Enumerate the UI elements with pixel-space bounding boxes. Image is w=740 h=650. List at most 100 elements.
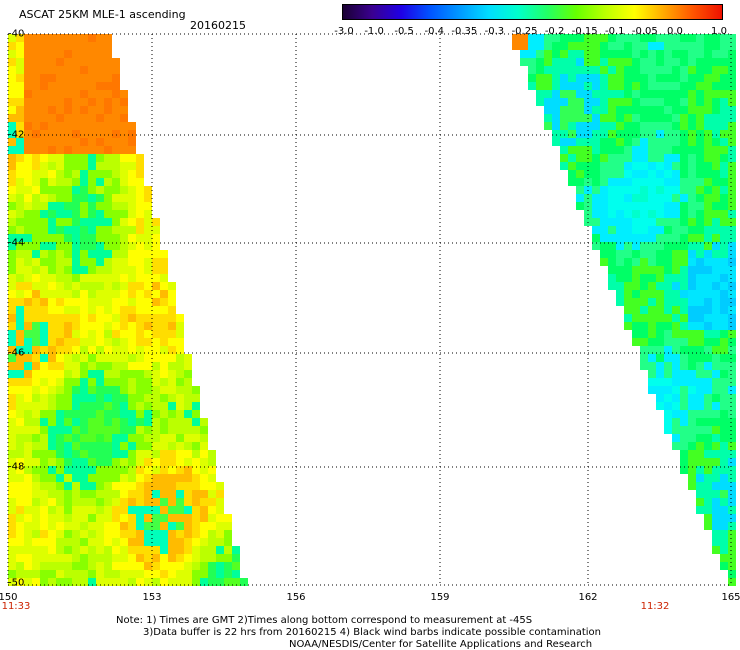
data-cell	[168, 290, 176, 298]
data-cell	[72, 226, 80, 234]
data-cell	[72, 234, 80, 242]
data-cell	[24, 578, 32, 586]
data-cell	[128, 418, 136, 426]
data-cell	[88, 306, 96, 314]
data-cell	[168, 554, 176, 562]
data-cell	[728, 218, 736, 226]
data-cell	[88, 42, 96, 50]
data-cell	[96, 450, 104, 458]
data-cell	[80, 250, 88, 258]
data-cell	[632, 74, 640, 82]
data-cell	[704, 226, 712, 234]
data-cell	[48, 442, 56, 450]
data-cell	[16, 162, 24, 170]
data-cell	[72, 50, 80, 58]
data-cell	[128, 474, 136, 482]
data-cell	[560, 130, 568, 138]
data-cell	[728, 98, 736, 106]
data-cell	[720, 538, 728, 546]
data-cell	[696, 346, 704, 354]
data-cell	[112, 562, 120, 570]
data-cell	[624, 290, 632, 298]
data-cell	[8, 282, 16, 290]
data-cell	[80, 74, 88, 82]
data-cell	[632, 90, 640, 98]
data-cell	[688, 282, 696, 290]
data-cell	[128, 162, 136, 170]
data-cell	[704, 498, 712, 506]
data-cell	[680, 74, 688, 82]
data-cell	[40, 354, 48, 362]
data-cell	[656, 402, 664, 410]
data-cell	[176, 362, 184, 370]
data-cell	[128, 394, 136, 402]
data-cell	[696, 242, 704, 250]
data-cell	[576, 114, 584, 122]
data-cell	[80, 370, 88, 378]
data-cell	[80, 418, 88, 426]
data-cell	[696, 338, 704, 346]
data-cell	[24, 410, 32, 418]
data-cell	[696, 458, 704, 466]
data-cell	[520, 58, 528, 66]
data-cell	[96, 162, 104, 170]
data-cell	[640, 258, 648, 266]
data-cell	[672, 338, 680, 346]
data-cell	[72, 418, 80, 426]
data-cell	[120, 434, 128, 442]
data-cell	[16, 122, 24, 130]
data-cell	[32, 210, 40, 218]
data-cell	[72, 362, 80, 370]
data-cell	[656, 58, 664, 66]
data-cell	[168, 410, 176, 418]
data-cell	[120, 450, 128, 458]
data-cell	[704, 274, 712, 282]
data-cell	[560, 42, 568, 50]
data-cell	[648, 58, 656, 66]
data-cell	[24, 74, 32, 82]
data-cell	[128, 202, 136, 210]
data-cell	[720, 194, 728, 202]
data-cell	[648, 202, 656, 210]
lat-label: -44	[8, 237, 25, 249]
data-cell	[640, 194, 648, 202]
data-cell	[664, 378, 672, 386]
data-cell	[112, 450, 120, 458]
data-cell	[104, 354, 112, 362]
data-cell	[200, 498, 208, 506]
data-cell	[576, 90, 584, 98]
data-cell	[712, 194, 720, 202]
data-cell	[704, 202, 712, 210]
data-cell	[8, 514, 16, 522]
data-cell	[720, 546, 728, 554]
data-cell	[720, 98, 728, 106]
data-cell	[712, 42, 720, 50]
data-cell	[664, 210, 672, 218]
data-cell	[632, 122, 640, 130]
data-cell	[64, 338, 72, 346]
data-cell	[120, 522, 128, 530]
data-cell	[56, 170, 64, 178]
lon-label: 150	[0, 592, 18, 603]
data-cell	[136, 410, 144, 418]
data-cell	[80, 458, 88, 466]
data-cell	[104, 554, 112, 562]
data-cell	[176, 522, 184, 530]
data-cell	[72, 258, 80, 266]
data-cell	[96, 98, 104, 106]
data-cell	[24, 58, 32, 66]
data-cell	[704, 474, 712, 482]
data-cell	[184, 418, 192, 426]
data-cell	[656, 258, 664, 266]
data-cell	[32, 178, 40, 186]
data-cell	[56, 450, 64, 458]
data-cell	[688, 218, 696, 226]
data-cell	[672, 426, 680, 434]
data-cell	[16, 74, 24, 82]
data-cell	[32, 298, 40, 306]
data-cell	[32, 346, 40, 354]
data-cell	[688, 266, 696, 274]
data-cell	[696, 34, 704, 42]
data-cell	[128, 442, 136, 450]
data-cell	[32, 506, 40, 514]
